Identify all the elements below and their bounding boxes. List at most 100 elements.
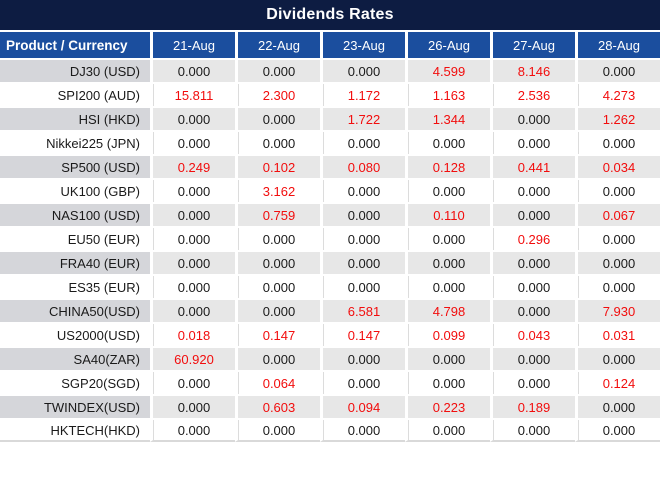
rate-cell: 0.000 [150, 370, 235, 394]
rate-cell: 0.000 [150, 298, 235, 322]
column-header-date: 27-Aug [490, 30, 575, 58]
rate-cell: 0.000 [490, 130, 575, 154]
rate-cell: 0.000 [320, 370, 405, 394]
product-cell: FRA40 (EUR) [0, 250, 150, 274]
table-row: HSI (HKD) 0.000 0.000 1.722 1.344 0.000 1.262 [0, 106, 660, 130]
product-cell: ES35 (EUR) [0, 274, 150, 298]
rate-cell: 0.000 [320, 274, 405, 298]
rate-cell: 0.000 [575, 418, 660, 442]
table-row: CHINA50(USD) 0.000 0.000 6.581 4.798 0.000 7.9… [0, 298, 660, 322]
rate-cell: 0.000 [235, 58, 320, 82]
rate-cell: 0.000 [575, 346, 660, 370]
rate-cell: 0.000 [405, 178, 490, 202]
table-row: TWINDEX(USD) 0.000 0.603 0.094 0.223 0.189 0.0… [0, 394, 660, 418]
rate-cell: 0.080 [320, 154, 405, 178]
table-row: US2000(USD) 0.018 0.147 0.147 0.099 0.043 0.03… [0, 322, 660, 346]
table-row: Nikkei225 (JPN) 0.000 0.000 0.000 0.000 0.000… [0, 130, 660, 154]
rate-cell: 0.099 [405, 322, 490, 346]
product-cell: CHINA50(USD) [0, 298, 150, 322]
rate-cell: 0.000 [320, 202, 405, 226]
rate-cell: 0.102 [235, 154, 320, 178]
rate-cell: 0.000 [150, 130, 235, 154]
rate-cell: 0.249 [150, 154, 235, 178]
rate-cell: 0.000 [235, 346, 320, 370]
rate-cell: 0.000 [150, 274, 235, 298]
rate-cell: 0.000 [320, 58, 405, 82]
product-cell: SPI200 (AUD) [0, 82, 150, 106]
rate-cell: 0.000 [575, 58, 660, 82]
rate-cell: 4.599 [405, 58, 490, 82]
rate-cell: 0.000 [490, 418, 575, 442]
rate-cell: 0.000 [150, 58, 235, 82]
rate-cell: 0.296 [490, 226, 575, 250]
rate-cell: 1.722 [320, 106, 405, 130]
product-cell: HSI (HKD) [0, 106, 150, 130]
column-header-product-currency: Product / Currency [0, 30, 150, 58]
rate-cell: 0.128 [405, 154, 490, 178]
table-row: NAS100 (USD) 0.000 0.759 0.000 0.110 0.000 0.0… [0, 202, 660, 226]
rate-cell: 0.000 [235, 274, 320, 298]
rate-cell: 1.344 [405, 106, 490, 130]
dividends-rates-table: Product / Currency 21-Aug 22-Aug 23-Aug 26-A… [0, 30, 660, 442]
rate-cell: 0.000 [490, 250, 575, 274]
rate-cell: 0.110 [405, 202, 490, 226]
rate-cell: 0.000 [490, 106, 575, 130]
product-cell: DJ30 (USD) [0, 58, 150, 82]
rate-cell: 0.067 [575, 202, 660, 226]
rate-cell: 0.147 [235, 322, 320, 346]
rate-cell: 0.759 [235, 202, 320, 226]
rate-cell: 0.000 [320, 226, 405, 250]
rate-cell: 0.094 [320, 394, 405, 418]
rate-cell: 0.000 [235, 106, 320, 130]
rate-cell: 0.000 [150, 178, 235, 202]
rate-cell: 0.000 [150, 106, 235, 130]
rate-cell: 0.000 [575, 178, 660, 202]
rate-cell: 60.920 [150, 346, 235, 370]
rate-cell: 0.147 [320, 322, 405, 346]
rate-cell: 3.162 [235, 178, 320, 202]
rate-cell: 1.262 [575, 106, 660, 130]
table-row: SA40(ZAR) 60.920 0.000 0.000 0.000 0.000 0.000 [0, 346, 660, 370]
rate-cell: 0.000 [405, 226, 490, 250]
rate-cell: 0.031 [575, 322, 660, 346]
rate-cell: 2.300 [235, 82, 320, 106]
rate-cell: 0.000 [235, 418, 320, 442]
rate-cell: 0.000 [405, 370, 490, 394]
rate-cell: 0.000 [490, 274, 575, 298]
rate-cell: 0.000 [490, 346, 575, 370]
rate-cell: 0.000 [575, 274, 660, 298]
rate-cell: 0.000 [490, 298, 575, 322]
rate-cell: 0.000 [235, 226, 320, 250]
product-cell: SP500 (USD) [0, 154, 150, 178]
rate-cell: 0.000 [405, 418, 490, 442]
table-row: SPI200 (AUD) 15.811 2.300 1.172 1.163 2.536 4.… [0, 82, 660, 106]
rate-cell: 0.000 [320, 178, 405, 202]
rate-cell: 0.223 [405, 394, 490, 418]
rate-cell: 0.018 [150, 322, 235, 346]
rate-cell: 4.798 [405, 298, 490, 322]
rate-cell: 0.000 [150, 394, 235, 418]
table-header-row: Product / Currency 21-Aug 22-Aug 23-Aug 26-A… [0, 30, 660, 58]
rates-table-body: DJ30 (USD) 0.000 0.000 0.000 4.599 8.146 0.000… [0, 58, 660, 442]
rate-cell: 0.000 [320, 346, 405, 370]
rate-cell: 0.000 [235, 250, 320, 274]
rate-cell: 6.581 [320, 298, 405, 322]
rate-cell: 0.000 [575, 394, 660, 418]
rate-cell: 0.043 [490, 322, 575, 346]
table-row: EU50 (EUR) 0.000 0.000 0.000 0.000 0.296 0.000 [0, 226, 660, 250]
rate-cell: 0.000 [405, 274, 490, 298]
rate-cell: 0.000 [150, 418, 235, 442]
table-row: HKTECH(HKD) 0.000 0.000 0.000 0.000 0.000 0.00… [0, 418, 660, 442]
product-cell: NAS100 (USD) [0, 202, 150, 226]
rate-cell: 4.273 [575, 82, 660, 106]
rate-cell: 0.000 [320, 250, 405, 274]
dividends-rates-panel: Dividends Rates Product / Currency 21-Aug… [0, 0, 660, 442]
table-row: ES35 (EUR) 0.000 0.000 0.000 0.000 0.000 0.000 [0, 274, 660, 298]
column-header-date: 26-Aug [405, 30, 490, 58]
product-cell: US2000(USD) [0, 322, 150, 346]
rate-cell: 0.000 [575, 130, 660, 154]
column-header-date: 23-Aug [320, 30, 405, 58]
rate-cell: 0.000 [405, 250, 490, 274]
rate-cell: 0.000 [490, 202, 575, 226]
table-row: FRA40 (EUR) 0.000 0.000 0.000 0.000 0.000 0.00… [0, 250, 660, 274]
